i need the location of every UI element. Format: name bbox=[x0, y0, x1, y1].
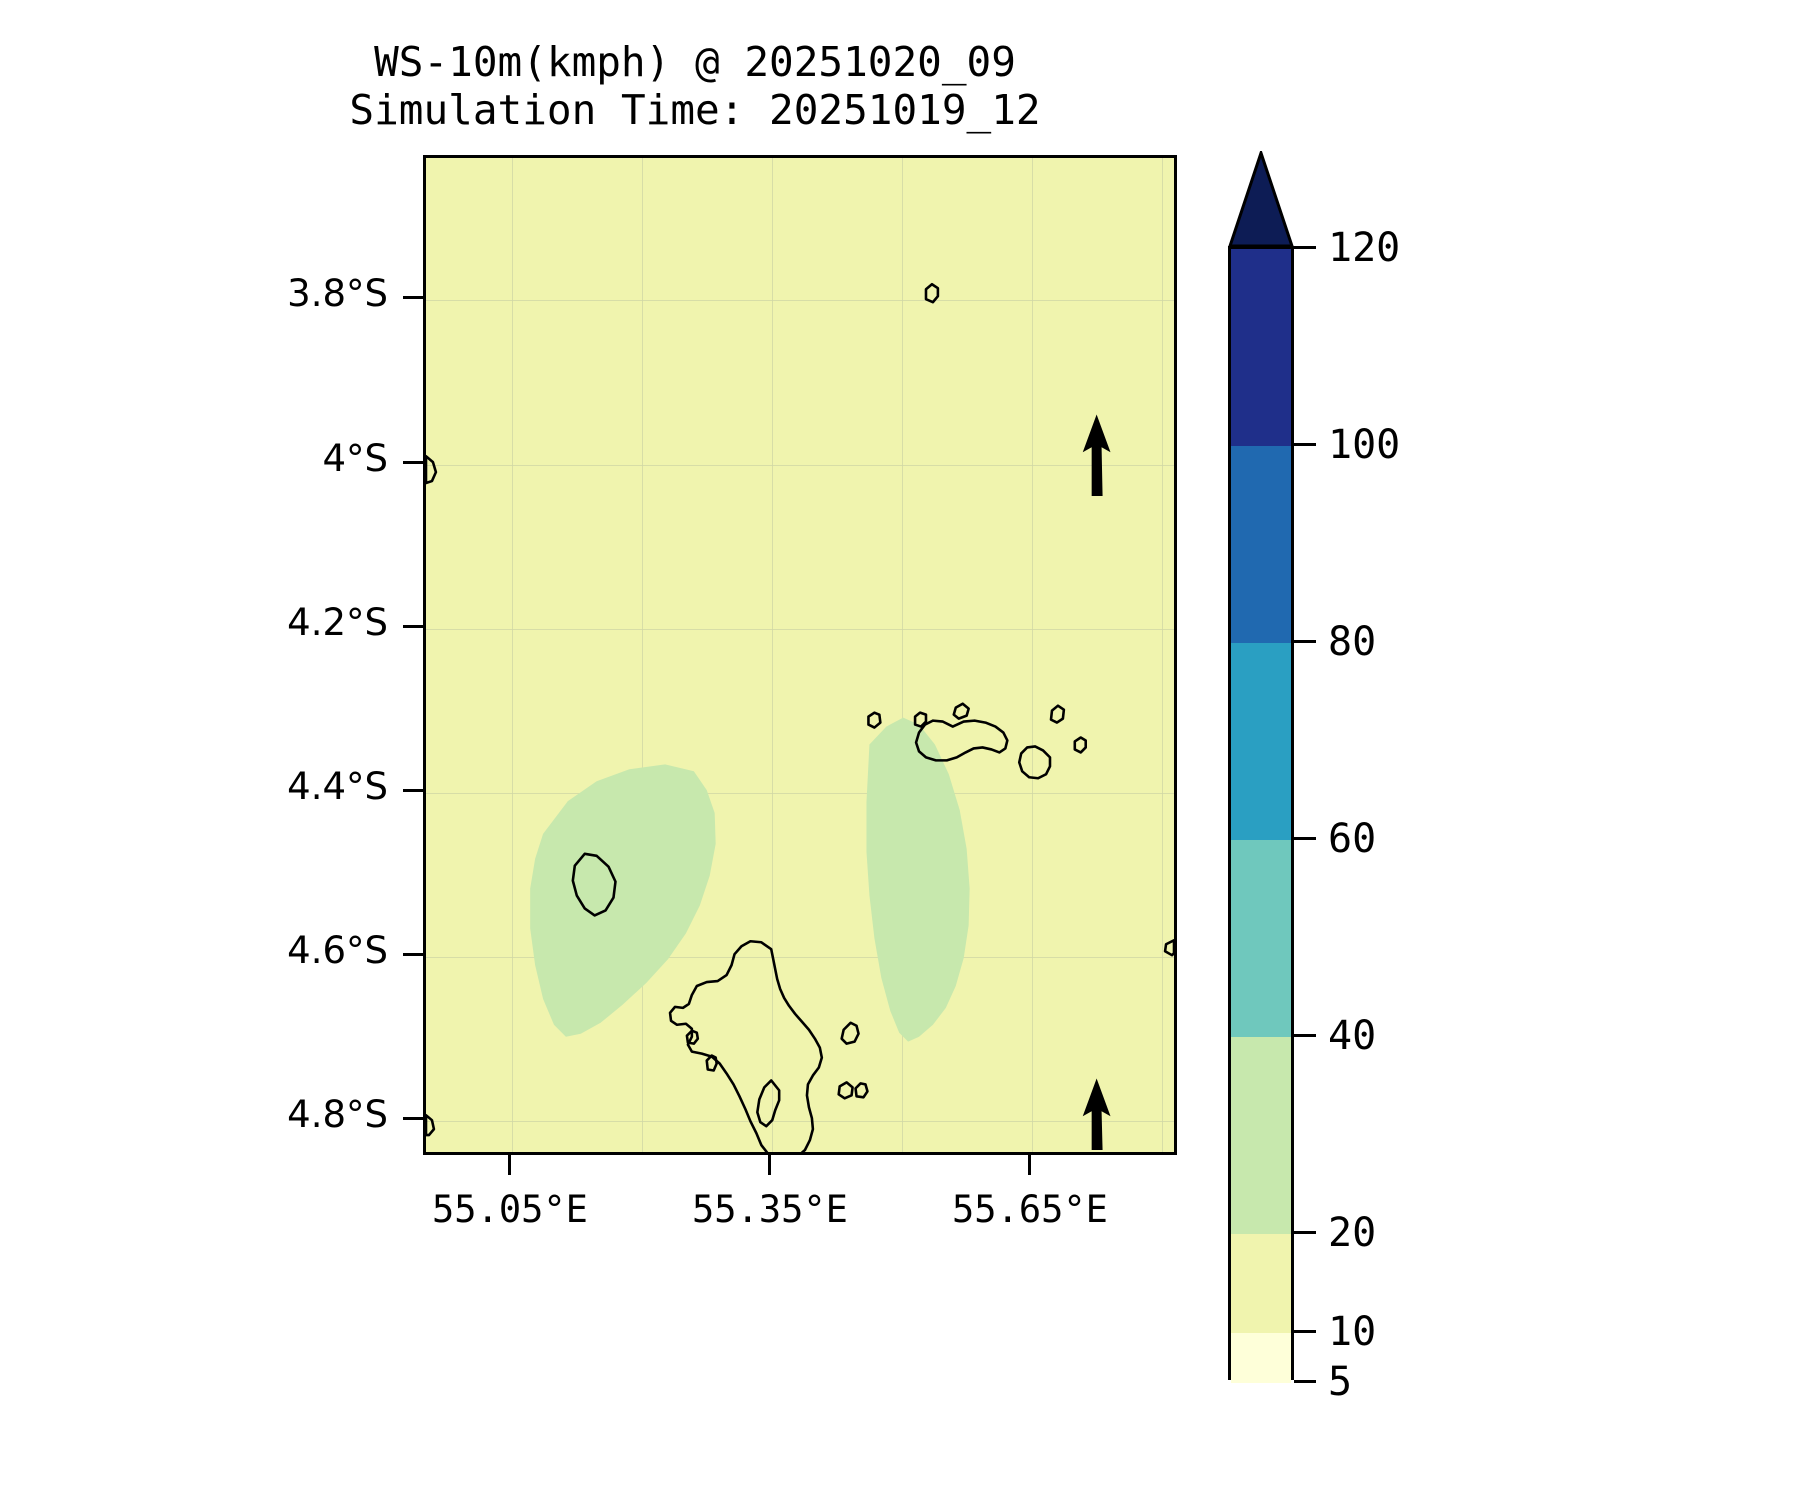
ytick-label-4p2: 4.2°S bbox=[287, 601, 388, 644]
colorbar-label-60: 60 bbox=[1328, 816, 1377, 862]
title-line-variable: WS-10m(kmph) @ 20251020_09 bbox=[374, 38, 1016, 86]
ytick-mark-4p2 bbox=[403, 625, 423, 628]
colorbar-tick-120 bbox=[1294, 246, 1316, 249]
xtick-mark-55p35 bbox=[768, 1155, 771, 1175]
gridline-lat-4p0 bbox=[426, 465, 1174, 466]
colorbar-band-10-20 bbox=[1231, 1234, 1291, 1333]
colorbar-tick-60 bbox=[1294, 837, 1316, 840]
ytick-mark-4p6 bbox=[403, 953, 423, 956]
colorbar-extend-arrow bbox=[1228, 151, 1294, 248]
ytick-label-3p8: 3.8°S bbox=[287, 272, 388, 315]
coastline-mahe-main bbox=[668, 939, 824, 1152]
gridline-lon-55p50 bbox=[902, 158, 903, 1152]
xtick-mark-55p05 bbox=[508, 1155, 511, 1175]
gridline-lon-55p20 bbox=[642, 158, 643, 1152]
coastline-islet-ste-anne bbox=[840, 1021, 860, 1045]
xtick-label-55p65: 55.65°E bbox=[952, 1188, 1108, 1231]
colorbar-label-100: 100 bbox=[1328, 422, 1401, 468]
colorbar-band-40-60 bbox=[1231, 840, 1291, 1037]
colorbar-tick-80 bbox=[1294, 640, 1316, 643]
colorbar-label-120: 120 bbox=[1328, 225, 1401, 271]
colorbar-band-20-40 bbox=[1231, 1037, 1291, 1234]
ytick-label-4p0: 4°S bbox=[322, 437, 388, 480]
ytick-label-4p4: 4.4°S bbox=[287, 765, 388, 808]
figure-title: WS-10m(kmph) @ 20251020_09 Simulation Ti… bbox=[0, 38, 1390, 135]
map-plot-area bbox=[423, 155, 1177, 1155]
colorbar-band-100-120 bbox=[1231, 249, 1291, 446]
colorbar-tick-10 bbox=[1294, 1330, 1316, 1333]
colorbar-body bbox=[1228, 246, 1294, 1383]
colorbar-tick-100 bbox=[1294, 443, 1316, 446]
coastline-islet-felicite bbox=[1049, 704, 1066, 724]
coastline-bird-island bbox=[924, 282, 940, 304]
gridline-lat-4p4 bbox=[426, 793, 1174, 794]
coastline-east-edge-sliver bbox=[1163, 938, 1174, 957]
colorbar-band-5-10 bbox=[1231, 1333, 1291, 1383]
gridline-lat-3p8 bbox=[426, 300, 1174, 301]
coastline-islet-west-2 bbox=[705, 1054, 718, 1072]
coastline-curieuse bbox=[952, 702, 970, 720]
xtick-mark-55p65 bbox=[1028, 1155, 1031, 1175]
coastline-islet-cerf bbox=[837, 1081, 854, 1100]
gridline-lon-55p65 bbox=[1032, 158, 1033, 1152]
gridline-lat-4p8 bbox=[426, 1121, 1174, 1122]
gridline-lat-4p2 bbox=[426, 629, 1174, 630]
ytick-label-4p8: 4.8°S bbox=[287, 1093, 388, 1136]
colorbar-tick-20 bbox=[1294, 1231, 1316, 1234]
ytick-mark-4p8 bbox=[403, 1117, 423, 1120]
wind-barb-north-lower bbox=[1082, 1078, 1111, 1151]
ytick-mark-4p0 bbox=[403, 461, 423, 464]
coastline-la-digue bbox=[1017, 745, 1052, 780]
gridline-lat-4p6 bbox=[426, 957, 1174, 958]
xtick-label-55p05: 55.05°E bbox=[432, 1188, 588, 1231]
coastline-islet-grande-soeur bbox=[913, 711, 928, 728]
coastline-islet-north-small bbox=[867, 711, 882, 729]
wind-barb-group bbox=[1082, 414, 1111, 1151]
ytick-mark-3p8 bbox=[403, 296, 423, 299]
colorbar-tick-40 bbox=[1294, 1034, 1316, 1037]
colorbar: 120 100 80 60 40 20 10 5 bbox=[1228, 150, 1648, 1430]
coastline-praslin bbox=[914, 719, 1009, 762]
contour-patch-west-20-40 bbox=[530, 764, 716, 1037]
gridline-lon-55p05 bbox=[512, 158, 513, 1152]
coastline-group bbox=[426, 282, 1174, 1152]
map-overlay-svg bbox=[426, 282, 1174, 1152]
colorbar-band-80-100 bbox=[1231, 446, 1291, 643]
colorbar-label-10: 10 bbox=[1328, 1309, 1377, 1355]
colorbar-label-40: 40 bbox=[1328, 1013, 1377, 1059]
colorbar-label-80: 80 bbox=[1328, 619, 1377, 665]
ytick-mark-4p4 bbox=[403, 789, 423, 792]
coastline-islet-west-1 bbox=[685, 1029, 700, 1045]
colorbar-tick-5 bbox=[1294, 1380, 1316, 1383]
xtick-label-55p35: 55.35°E bbox=[692, 1188, 848, 1231]
colorbar-band-60-80 bbox=[1231, 643, 1291, 840]
gridline-lon-55p35 bbox=[772, 158, 773, 1152]
wind-barb-north-upper bbox=[1082, 414, 1111, 496]
gridline-lon-55p80 bbox=[1162, 158, 1163, 1152]
colorbar-label-20: 20 bbox=[1328, 1210, 1377, 1256]
coastline-mahe bbox=[756, 1079, 781, 1128]
colorbar-label-5: 5 bbox=[1328, 1359, 1353, 1405]
title-line-simulation-time: Simulation Time: 20251019_12 bbox=[349, 86, 1041, 135]
coastline-silhouette-island bbox=[571, 852, 617, 917]
coastline-islet-marianne bbox=[1073, 736, 1087, 754]
contour-patch-east-20-40 bbox=[866, 717, 970, 1042]
coastline-islet-round bbox=[854, 1082, 869, 1099]
coastline-west-edge-sliver-bottom bbox=[426, 1113, 436, 1137]
ytick-label-4p6: 4.6°S bbox=[287, 929, 388, 972]
map-inner bbox=[426, 158, 1174, 1152]
coastline-west-edge-sliver-top bbox=[426, 454, 438, 485]
